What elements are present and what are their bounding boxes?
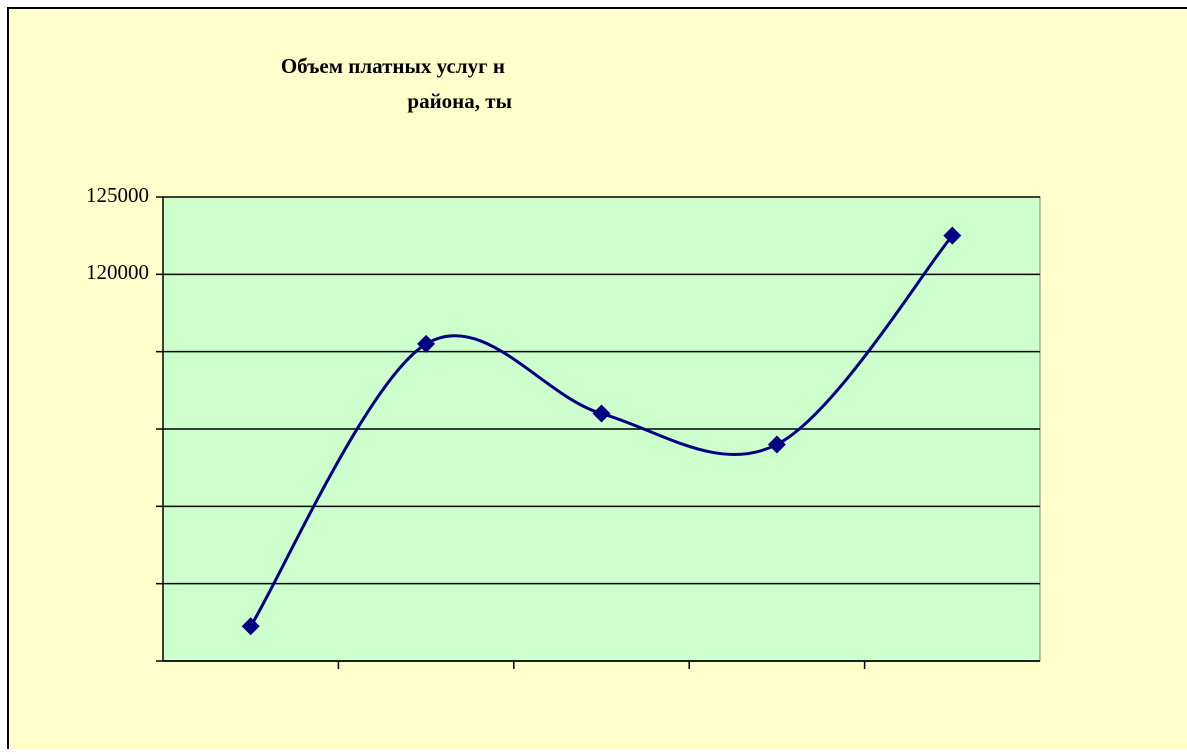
marker: [943, 226, 962, 245]
chart-title: Объем платных услуг н: [281, 54, 505, 78]
marker: [767, 435, 786, 454]
marker: [241, 617, 260, 636]
chart-title: района, ты: [407, 89, 512, 113]
y-tick-label: 120000: [86, 260, 149, 284]
y-tick-label: 125000: [86, 183, 149, 207]
marker: [417, 334, 436, 353]
marker: [592, 404, 611, 423]
